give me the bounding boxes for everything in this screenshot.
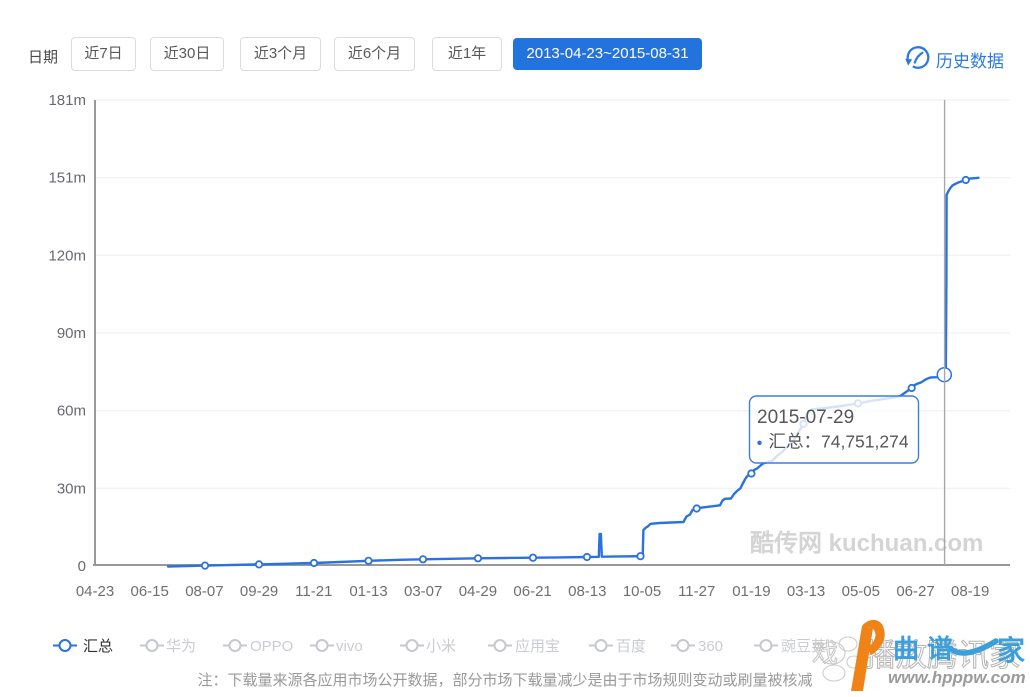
svg-text:2015-07-29: 2015-07-29 bbox=[757, 407, 854, 428]
svg-text:06-27: 06-27 bbox=[896, 583, 934, 600]
svg-text:vivo: vivo bbox=[336, 638, 363, 655]
svg-text:06-15: 06-15 bbox=[131, 583, 169, 600]
svg-text:OPPO: OPPO bbox=[250, 638, 293, 655]
svg-text:120m: 120m bbox=[48, 248, 86, 265]
svg-text:酷传网 kuchuan.com: 酷传网 kuchuan.com bbox=[750, 530, 983, 557]
svg-text:豌豆荚: 豌豆荚 bbox=[781, 638, 826, 655]
svg-text:www.hpppw.com: www.hpppw.com bbox=[888, 668, 1026, 687]
svg-text:08-07: 08-07 bbox=[185, 583, 223, 600]
svg-text:11-21: 11-21 bbox=[295, 583, 332, 600]
svg-text:注：下载量来源各应用市场公开数据，部分市场下载量减少是由于市: 注：下载量来源各应用市场公开数据，部分市场下载量减少是由于市场规则变动或刷量被核… bbox=[197, 671, 812, 689]
svg-text:08-13: 08-13 bbox=[568, 583, 606, 600]
svg-text:百度: 百度 bbox=[616, 638, 646, 655]
svg-text:03-13: 03-13 bbox=[787, 583, 825, 600]
svg-text:汇总: 汇总 bbox=[83, 638, 113, 655]
svg-text:06-21: 06-21 bbox=[513, 583, 551, 600]
svg-text:05-05: 05-05 bbox=[842, 583, 880, 600]
svg-text:04-23: 04-23 bbox=[76, 583, 114, 600]
svg-text:01-19: 01-19 bbox=[732, 583, 770, 600]
svg-text:0: 0 bbox=[78, 558, 86, 575]
svg-text:30m: 30m bbox=[57, 481, 86, 498]
svg-text:家: 家 bbox=[997, 634, 1025, 666]
svg-text:应用宝: 应用宝 bbox=[515, 637, 560, 655]
svg-text:华为: 华为 bbox=[166, 638, 196, 655]
svg-text:汇总：74,751,274: 汇总：74,751,274 bbox=[769, 432, 909, 452]
svg-text:11-27: 11-27 bbox=[678, 583, 715, 600]
svg-text:181m: 181m bbox=[48, 92, 86, 109]
svg-text:90m: 90m bbox=[57, 325, 86, 342]
svg-text:08-19: 08-19 bbox=[951, 583, 989, 600]
svg-text:小米: 小米 bbox=[426, 638, 456, 655]
svg-text:03-07: 03-07 bbox=[404, 583, 442, 600]
svg-text:01-13: 01-13 bbox=[349, 583, 387, 600]
svg-text:60m: 60m bbox=[57, 403, 86, 420]
svg-text:10-05: 10-05 bbox=[623, 583, 661, 600]
svg-text:09-29: 09-29 bbox=[240, 583, 278, 600]
svg-text:戏: 戏 bbox=[812, 638, 838, 668]
svg-text:151m: 151m bbox=[48, 170, 86, 187]
svg-text:04-29: 04-29 bbox=[459, 583, 497, 600]
svg-text:360: 360 bbox=[698, 638, 723, 655]
svg-text:曲谱: 曲谱 bbox=[893, 634, 961, 664]
